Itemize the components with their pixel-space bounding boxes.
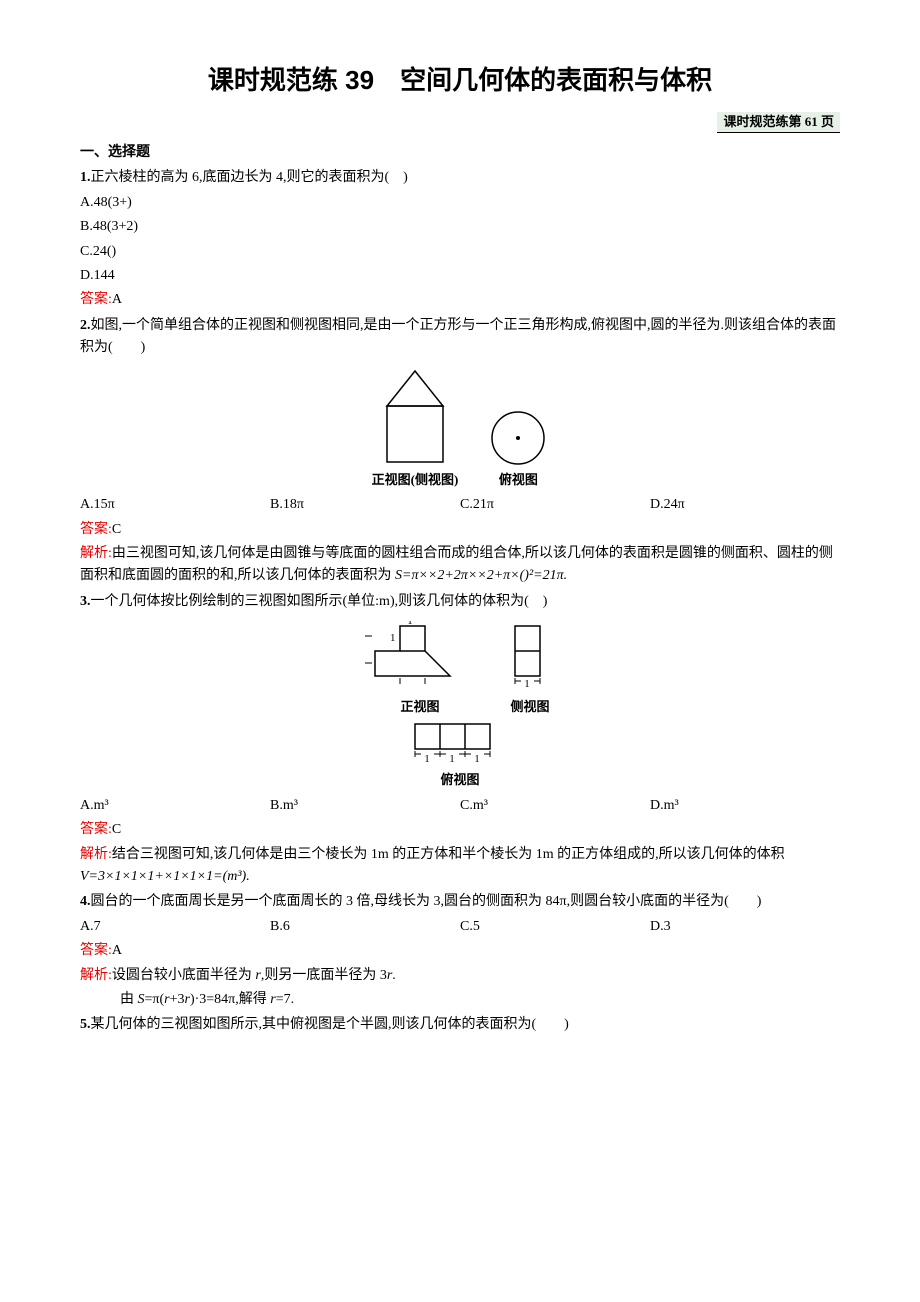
q3-num: 3. <box>80 594 91 609</box>
q3-top-caption: 俯视图 <box>405 770 515 791</box>
doc-title: 课时规范练 39 空间几何体的表面积与体积 <box>80 60 840 102</box>
q3-options: A.m³ B.m³ C.m³ D.m³ <box>80 795 840 817</box>
q2-num: 2. <box>80 318 91 333</box>
question-2: 2.如图,一个简单组合体的正视图和侧视图相同,是由一个正方形与一个正三角形构成,… <box>80 315 840 360</box>
q2-top-svg <box>488 408 548 468</box>
question-4: 4.圆台的一个底面周长是另一个底面周长的 3 倍,母线长为 3,圆台的侧面积为 … <box>80 891 840 913</box>
q2-ans-label: 答案: <box>80 522 112 537</box>
q4-text: 圆台的一个底面周长是另一个底面周长的 3 倍,母线长为 3,圆台的侧面积为 84… <box>91 894 762 909</box>
q3-top-svg: 1 1 1 <box>405 722 515 768</box>
q3-explain: 解析:结合三视图可知,该几何体是由三个棱长为 1m 的正方体和半个棱长为 1m … <box>80 844 840 889</box>
q2-opt-a: A.15π <box>80 494 270 516</box>
section-header: 一、选择题 <box>80 142 840 164</box>
q3-exp-label: 解析: <box>80 847 112 862</box>
q4-exp-1b: ,则另一底面半径为 3 <box>261 968 387 983</box>
q3-figure-bottom: 1 1 1 俯视图 <box>80 722 840 791</box>
q4-explain-2: 由 S=π(r+3r)·3=84π,解得 r=7. <box>80 989 840 1011</box>
q3-figure-top: 1 1 正视图 1 侧视图 <box>80 621 840 718</box>
q3-opt-c: C.m³ <box>460 795 650 817</box>
dim-1a: 1 <box>407 621 413 627</box>
q4-S: S <box>138 992 145 1007</box>
q2-exp-formula: S=π××2+2π××2+π×()²=21π. <box>395 568 567 583</box>
q2-opt-c: C.21π <box>460 494 650 516</box>
q4-exp-2c: +3 <box>170 992 185 1007</box>
q1-text: 正六棱柱的高为 6,底面边长为 4,则它的表面积为( ) <box>91 170 408 185</box>
q1-num: 1. <box>80 170 91 185</box>
q1-opt-c: C.24() <box>80 241 840 263</box>
q1-ans: A <box>112 292 122 307</box>
q1-opt-a: A.48(3+) <box>80 192 840 214</box>
q3-ans-label: 答案: <box>80 822 112 837</box>
dim-1c: 1 <box>524 678 530 690</box>
question-1: 1.正六棱柱的高为 6,底面边长为 4,则它的表面积为( ) <box>80 167 840 189</box>
q3-opt-b: B.m³ <box>270 795 460 817</box>
question-5: 5.某几何体的三视图如图所示,其中俯视图是个半圆,则该几何体的表面积为( ) <box>80 1014 840 1036</box>
question-3: 3.一个几何体按比例绘制的三视图如图所示(单位:m),则该几何体的体积为( ) <box>80 591 840 613</box>
q4-num: 4. <box>80 894 91 909</box>
q2-text: 如图,一个简单组合体的正视图和侧视图相同,是由一个正方形与一个正三角形构成,俯视… <box>80 318 836 355</box>
q4-exp-2a: 由 <box>120 992 138 1007</box>
q4-opt-b: B.6 <box>270 916 460 938</box>
q2-top-caption: 俯视图 <box>488 470 548 491</box>
q4-period: . <box>392 968 396 983</box>
q2-opt-d: D.24π <box>650 494 840 516</box>
q2-fig-front: 正视图(侧视图) <box>372 368 459 491</box>
q3-fig-side: 1 侧视图 <box>505 621 555 718</box>
dim-1e: 1 <box>449 753 455 765</box>
q1-answer: 答案:A <box>80 289 840 311</box>
q4-answer: 答案:A <box>80 940 840 962</box>
q2-ans: C <box>112 522 121 537</box>
q1-opt-b: B.48(3+2) <box>80 216 840 238</box>
q5-text: 某几何体的三视图如图所示,其中俯视图是个半圆,则该几何体的表面积为( ) <box>91 1017 569 1032</box>
dim-1f: 1 <box>474 753 480 765</box>
q3-front-svg: 1 1 <box>365 621 475 695</box>
q4-exp-2d: )·3=84π,解得 <box>190 992 270 1007</box>
q2-answer: 答案:C <box>80 519 840 541</box>
q3-side-svg: 1 <box>505 621 555 695</box>
q2-explain: 解析:由三视图可知,该几何体是由圆锥与等底面的圆柱组合而成的组合体,所以该几何体… <box>80 543 840 588</box>
q3-ans: C <box>112 822 121 837</box>
q3-text: 一个几何体按比例绘制的三视图如图所示(单位:m),则该几何体的体积为( ) <box>91 594 548 609</box>
q2-fig-top: 俯视图 <box>488 408 548 491</box>
q4-ans-label: 答案: <box>80 943 112 958</box>
q3-opt-a: A.m³ <box>80 795 270 817</box>
q5-num: 5. <box>80 1017 91 1032</box>
q4-opt-d: D.3 <box>650 916 840 938</box>
q4-options: A.7 B.6 C.5 D.3 <box>80 916 840 938</box>
dim-1d: 1 <box>424 753 430 765</box>
q4-ans: A <box>112 943 122 958</box>
q3-front-caption: 正视图 <box>365 697 475 718</box>
q4-opt-a: A.7 <box>80 916 270 938</box>
dim-1b: 1 <box>390 632 396 644</box>
q3-opt-d: D.m³ <box>650 795 840 817</box>
q2-exp-label: 解析: <box>80 546 112 561</box>
q3-fig-front: 1 1 正视图 <box>365 621 475 718</box>
q2-figure: 正视图(侧视图) 俯视图 <box>80 368 840 491</box>
q3-exp-text: 结合三视图可知,该几何体是由三个棱长为 1m 的正方体和半个棱长为 1m 的正方… <box>112 847 785 862</box>
q2-options: A.15π B.18π C.21π D.24π <box>80 494 840 516</box>
q1-ans-label: 答案: <box>80 292 112 307</box>
q4-explain-1: 解析:设圆台较小底面半径为 r,则另一底面半径为 3r. <box>80 965 840 987</box>
q4-opt-c: C.5 <box>460 916 650 938</box>
q3-side-caption: 侧视图 <box>505 697 555 718</box>
q4-exp-label: 解析: <box>80 968 112 983</box>
q3-exp-formula: V=3×1×1×1+×1×1×1=(m³). <box>80 869 250 884</box>
q4-exp-2b: =π( <box>145 992 165 1007</box>
page-ref-wrap: 课时规范练第 61 页 <box>80 112 840 134</box>
q1-opt-d: D.144 <box>80 265 840 287</box>
q2-front-caption: 正视图(侧视图) <box>372 470 459 491</box>
q2-front-svg <box>375 368 455 468</box>
q3-answer: 答案:C <box>80 819 840 841</box>
page-ref: 课时规范练第 61 页 <box>717 112 840 134</box>
q3-fig-topview: 1 1 1 俯视图 <box>405 722 515 791</box>
q4-exp-1a: 设圆台较小底面半径为 <box>112 968 256 983</box>
q4-exp-2e: =7. <box>276 992 294 1007</box>
q2-opt-b: B.18π <box>270 494 460 516</box>
